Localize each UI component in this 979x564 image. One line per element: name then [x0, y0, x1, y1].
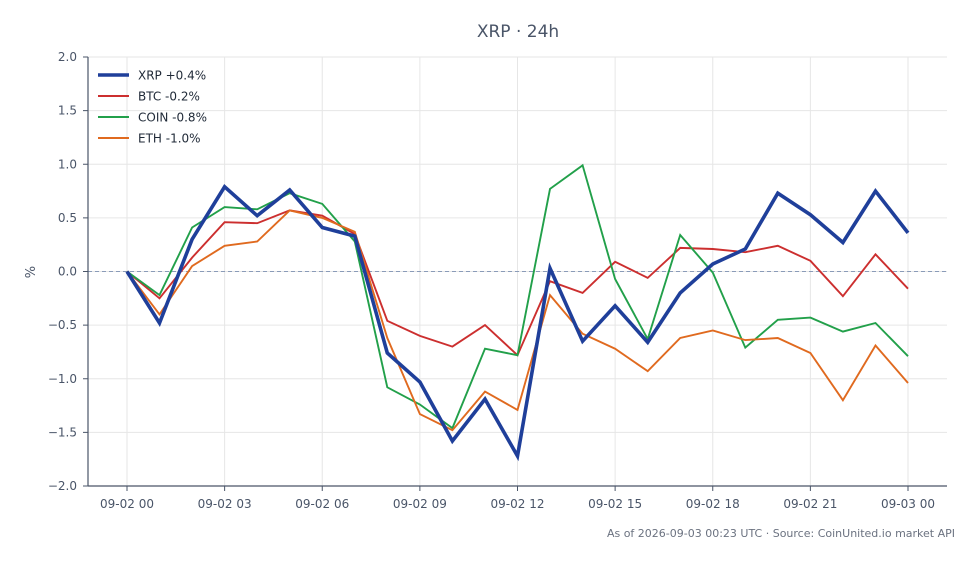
legend-label-coin: COIN -0.8%	[138, 111, 207, 125]
y-tick-label: −0.5	[48, 318, 77, 332]
series-line-eth	[126, 209, 909, 432]
footer-note: As of 2026-09-03 00:23 UTC · Source: Coi…	[607, 527, 955, 540]
chart-title: XRP · 24h	[477, 22, 559, 42]
y-tick-label: 1.0	[58, 157, 77, 171]
y-tick-label: −1.0	[48, 372, 77, 386]
x-tick-label: 09-02 21	[783, 497, 837, 511]
x-tick-label: 09-03 00	[881, 497, 935, 511]
x-tick-label: 09-02 09	[393, 497, 447, 511]
x-tick-label: 09-02 12	[491, 497, 545, 511]
legend-label-eth: ETH -1.0%	[138, 132, 201, 146]
y-tick-label: −1.5	[48, 425, 77, 439]
series-line-xrp	[125, 184, 910, 462]
y-axis-label: %	[24, 266, 39, 278]
y-tick-label: 1.5	[58, 104, 77, 118]
x-tick-label: 09-02 15	[588, 497, 642, 511]
y-tick-label: 0.5	[58, 211, 77, 225]
legend-label-btc: BTC -0.2%	[138, 90, 200, 104]
y-tick-label: −2.0	[48, 479, 77, 493]
x-tick-label: 09-02 03	[198, 497, 252, 511]
x-tick-label: 09-02 00	[100, 497, 154, 511]
x-tick-label: 09-02 18	[686, 497, 740, 511]
x-tick-label: 09-02 06	[295, 497, 349, 511]
y-tick-label: 2.0	[58, 50, 77, 64]
series-line-coin	[126, 163, 909, 430]
legend-label-xrp: XRP +0.4%	[138, 69, 206, 83]
y-tick-label: 0.0	[58, 265, 77, 279]
